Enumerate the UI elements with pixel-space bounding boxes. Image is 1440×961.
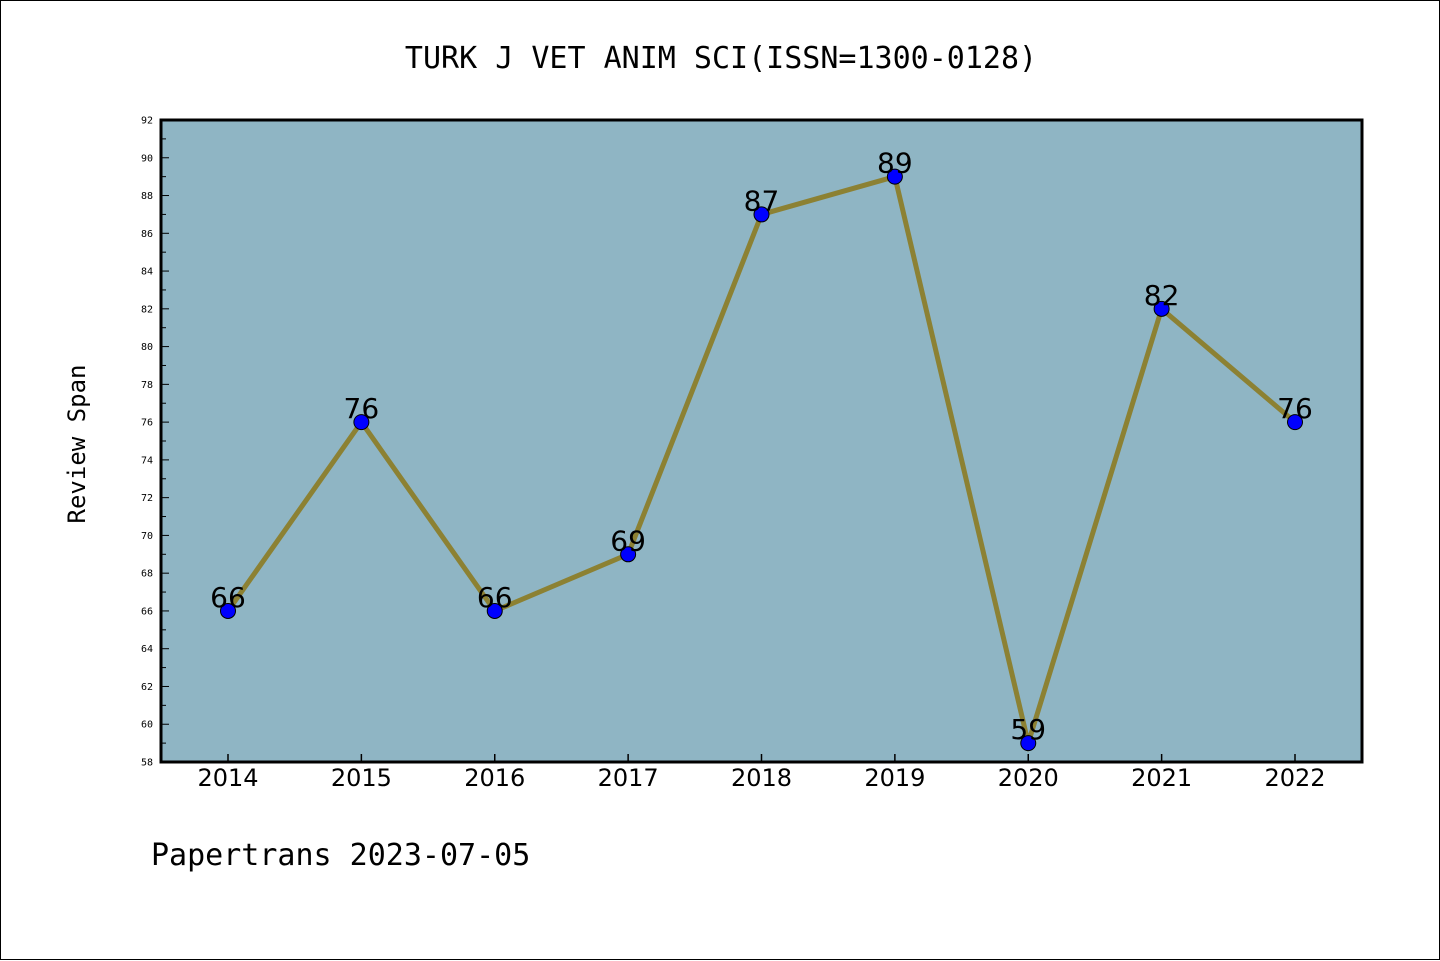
chart-title: TURK J VET ANIM SCI(ISSN=1300-0128)	[405, 41, 1037, 76]
y-tick-label: 92	[141, 116, 153, 127]
y-tick-label: 74	[141, 455, 153, 466]
x-tick-label: 2017	[598, 764, 659, 792]
data-labels: 66 76 66 69 87 89 59 82 76	[210, 147, 1313, 746]
data-point	[620, 546, 637, 563]
y-tick-label: 80	[141, 342, 153, 353]
y-tick-label: 70	[141, 531, 153, 542]
y-axis-label: Review Span	[63, 365, 91, 524]
data-label: 89	[877, 147, 913, 180]
data-point	[1153, 300, 1170, 317]
y-tick-label: 64	[141, 644, 153, 655]
y-tick-label: 76	[141, 418, 153, 429]
y-tick-label: 60	[141, 720, 153, 731]
x-tick-label: 2016	[464, 764, 525, 792]
data-label: 76	[344, 392, 380, 425]
data-point	[1287, 414, 1303, 431]
x-tick-label: 2019	[864, 764, 925, 792]
data-label: 66	[210, 581, 246, 614]
y-axis-ticks: 58 60 62 64 66 68 70 72 74 76 78 80 82 84 86 88 90 92	[141, 116, 169, 769]
x-tick-label: 2018	[731, 764, 792, 792]
data-markers	[220, 168, 1303, 752]
data-label: 66	[477, 581, 513, 614]
y-tick-label: 58	[141, 758, 153, 769]
y-tick-label: 72	[141, 493, 153, 504]
x-tick-label: 2020	[998, 764, 1059, 792]
plot-area	[159, 118, 1364, 764]
data-point	[353, 414, 370, 431]
data-point	[220, 602, 236, 619]
y-tick-label: 90	[141, 153, 153, 164]
y-tick-label: 68	[141, 569, 153, 580]
y-tick-label: 82	[141, 304, 153, 315]
data-point	[886, 168, 903, 185]
data-label: 59	[1010, 713, 1046, 746]
footer-text: Papertrans 2023-07-05	[151, 838, 530, 873]
data-label: 82	[1144, 279, 1180, 312]
x-axis-ticks: 2014 2015 2016 2017 2018 2019 2020 2021 2022	[197, 754, 1326, 792]
data-point	[753, 206, 770, 223]
data-point	[1020, 735, 1037, 752]
x-tick-label: 2015	[331, 764, 392, 792]
data-label: 69	[610, 524, 646, 557]
y-tick-label: 88	[141, 191, 153, 202]
y-tick-label: 78	[141, 380, 153, 391]
data-point	[486, 602, 503, 619]
x-tick-label: 2021	[1131, 764, 1192, 792]
data-label: 76	[1277, 392, 1313, 425]
x-tick-label: 2014	[197, 764, 258, 792]
y-tick-label: 86	[141, 229, 153, 240]
y-tick-label: 84	[141, 267, 153, 278]
y-tick-label: 66	[141, 606, 153, 617]
x-tick-label: 2022	[1264, 764, 1325, 792]
y-tick-label: 62	[141, 682, 153, 693]
data-label: 87	[744, 184, 780, 217]
